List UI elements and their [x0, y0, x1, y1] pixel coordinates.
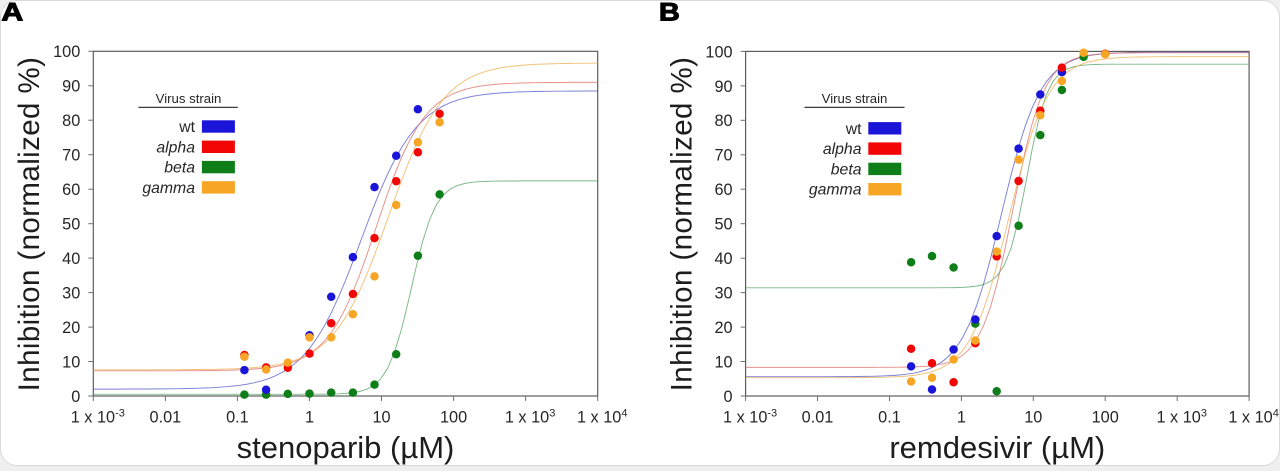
svg-text:1 x 104: 1 x 104: [577, 408, 627, 427]
svg-text:gamma: gamma: [809, 182, 862, 199]
svg-text:Inhibition (normalized %): Inhibition (normalized %): [13, 57, 46, 392]
svg-text:0.01: 0.01: [802, 409, 834, 427]
svg-text:1 x 10-3: 1 x 10-3: [71, 408, 125, 427]
svg-text:1: 1: [305, 409, 314, 427]
svg-text:Inhibition (normalized %): Inhibition (normalized %): [665, 57, 698, 392]
svg-text:10: 10: [714, 353, 732, 371]
svg-text:10: 10: [372, 409, 390, 427]
svg-text:20: 20: [62, 319, 80, 337]
svg-text:0.1: 0.1: [226, 409, 249, 427]
svg-text:40: 40: [714, 250, 732, 268]
svg-text:50: 50: [62, 216, 80, 234]
svg-text:80: 80: [714, 112, 732, 130]
svg-text:1 x 104: 1 x 104: [1228, 408, 1278, 427]
svg-text:0: 0: [724, 388, 733, 406]
svg-text:1: 1: [957, 409, 966, 427]
svg-text:30: 30: [714, 285, 732, 303]
svg-text:stenoparib (µM): stenoparib (µM): [237, 430, 455, 465]
svg-text:90: 90: [714, 78, 732, 96]
svg-text:gamma: gamma: [142, 180, 195, 197]
svg-text:40: 40: [62, 250, 80, 268]
svg-text:100: 100: [705, 43, 732, 61]
svg-text:B: B: [659, 0, 680, 26]
svg-text:80: 80: [62, 112, 80, 130]
svg-text:20: 20: [714, 319, 732, 337]
svg-text:60: 60: [62, 181, 80, 199]
svg-text:beta: beta: [831, 161, 862, 178]
svg-text:100: 100: [1092, 409, 1119, 427]
svg-text:Virus strain: Virus strain: [156, 91, 222, 106]
svg-text:1 x 103: 1 x 103: [505, 408, 555, 427]
svg-text:60: 60: [714, 181, 732, 199]
svg-text:0.01: 0.01: [150, 409, 182, 427]
svg-text:A: A: [2, 0, 24, 26]
svg-text:90: 90: [62, 78, 80, 96]
svg-text:0.1: 0.1: [878, 409, 901, 427]
svg-text:Virus strain: Virus strain: [822, 91, 888, 106]
svg-text:alpha: alpha: [156, 139, 195, 156]
svg-text:1 x 103: 1 x 103: [1156, 408, 1206, 427]
svg-text:10: 10: [1024, 409, 1042, 427]
svg-text:30: 30: [62, 285, 80, 303]
svg-text:wt: wt: [178, 119, 195, 136]
svg-text:70: 70: [62, 147, 80, 165]
svg-text:70: 70: [714, 147, 732, 165]
svg-text:1 x 10-3: 1 x 10-3: [723, 408, 777, 427]
svg-text:10: 10: [62, 353, 80, 371]
svg-text:0: 0: [71, 388, 80, 406]
svg-text:100: 100: [440, 409, 467, 427]
svg-text:50: 50: [714, 216, 732, 234]
svg-text:100: 100: [53, 43, 80, 61]
svg-text:remdesivir (µM): remdesivir (µM): [889, 430, 1105, 465]
svg-text:wt: wt: [845, 121, 862, 138]
svg-text:beta: beta: [164, 160, 195, 177]
svg-text:alpha: alpha: [823, 141, 862, 158]
